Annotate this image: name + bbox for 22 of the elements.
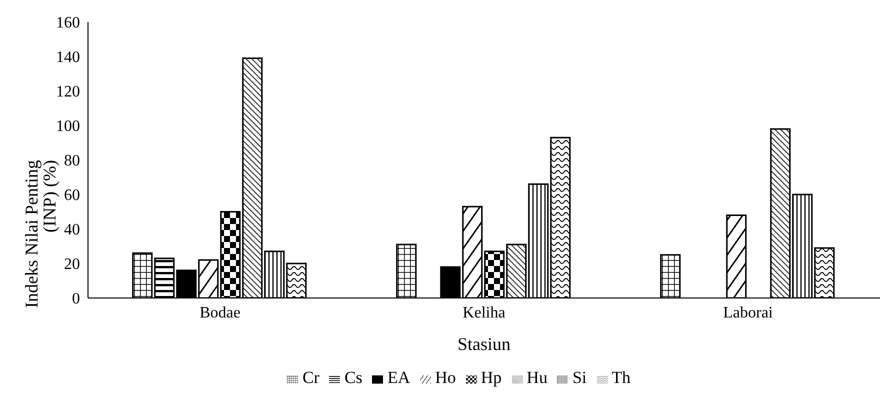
y-tick-label: 0: [72, 290, 80, 308]
y-tick-label: 60: [64, 187, 80, 204]
y-tick-label: 20: [64, 256, 80, 274]
y-tick-label: 40: [64, 222, 80, 239]
x-tick-label: Keliha: [462, 304, 506, 322]
legend-label: EA: [387, 368, 410, 387]
x-tick-label: Bodae: [200, 304, 240, 322]
legend-label: Cs: [344, 368, 362, 387]
y-axis-title: Indeks Nilai Penting (INP) (%): [21, 160, 60, 308]
legend-label: Hp: [480, 368, 502, 387]
legend-label: Cr: [302, 368, 320, 387]
legend-label: Hu: [526, 368, 548, 387]
y-tick-label: 160: [56, 14, 80, 32]
legend-label: Th: [612, 368, 631, 387]
legend-label: Si: [572, 368, 587, 387]
y-tick-label: 80: [64, 152, 80, 170]
y-tick-label: 140: [56, 49, 80, 66]
y-tick-label: 120: [56, 84, 80, 101]
y-tick-label: 100: [56, 118, 80, 136]
x-axis-title: Stasiun: [457, 334, 511, 354]
x-tick-label: Laborai: [723, 304, 774, 322]
legend-label: Ho: [435, 368, 456, 387]
